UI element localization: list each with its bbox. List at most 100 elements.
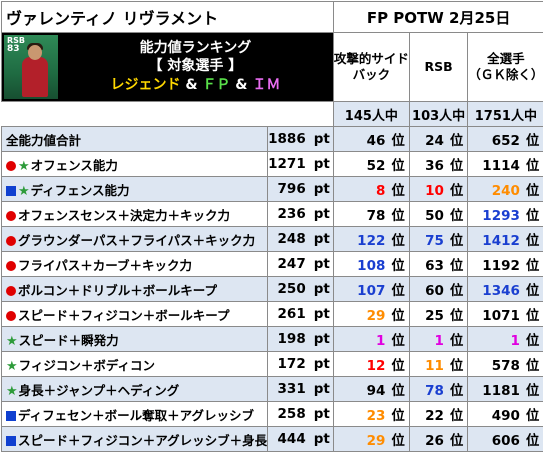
row-label: ★フィジコン＋ボディコン <box>2 352 268 377</box>
player-name: ヴァレンティノ リヴラメント <box>2 2 334 33</box>
ranking-sheet: ヴァレンティノ リヴラメント FP POTW 2月25日 RSB 83 能力値ラ… <box>1 1 542 429</box>
red-dot-icon <box>6 161 16 171</box>
star-icon: ★ <box>18 184 30 199</box>
row-label: オフェンスセンス＋決定力＋キック力 <box>2 202 268 227</box>
red-dot-icon <box>6 261 16 271</box>
star-icon: ★ <box>6 359 18 374</box>
banner-target-list: レジェンド & ＦＰ & ＩＭ <box>58 75 333 95</box>
card-type: FP POTW 2月25日 <box>333 2 543 33</box>
ranking-banner: RSB 83 能力値ランキング 【 対象選手 】 レジェンド & ＦＰ & ＩＭ <box>2 33 334 102</box>
row-label: ★スピード＋瞬発力 <box>2 327 268 352</box>
column-header-attacking-fullback: 攻撃的サイド バック <box>333 33 409 102</box>
red-dot-icon <box>6 311 16 321</box>
player-card-image: RSB 83 <box>4 35 58 99</box>
star-icon: ★ <box>6 334 18 349</box>
banner-target-label: 【 対象選手 】 <box>58 57 333 75</box>
row-label: ディフェセン＋ボール奪取＋アグレッシブ <box>2 402 268 427</box>
blue-square-icon <box>6 436 16 446</box>
row-label: フライパス＋カーブ＋キック力 <box>2 252 268 277</box>
red-dot-icon <box>6 286 16 296</box>
row-label: スピード＋フィジコン＋アグレッシブ＋身長 <box>2 427 268 452</box>
card-overall: 83 <box>7 44 20 54</box>
blue-square-icon <box>6 186 16 196</box>
target-fp: ＦＰ <box>202 77 230 93</box>
target-im: ＩＭ <box>252 77 280 93</box>
player-head <box>28 45 42 60</box>
row-label: ★身長＋ジャンプ＋ヘディング <box>2 377 268 402</box>
row-label: グラウンダーパス＋フライパス＋キック力 <box>2 227 268 252</box>
target-legend: レジェンド <box>110 77 180 93</box>
row-label: 全能力値合計 <box>2 127 268 152</box>
blue-square-icon <box>6 411 16 421</box>
row-label: ★オフェンス能力 <box>2 152 268 177</box>
row-label: スピード＋フィジコン＋ボールキープ <box>2 302 268 327</box>
row-label: ★ディフェンス能力 <box>2 177 268 202</box>
player-jersey <box>22 57 48 97</box>
red-dot-icon <box>6 236 16 246</box>
count-attacking-fullback: 145人中 <box>333 102 409 127</box>
star-icon: ★ <box>6 384 18 399</box>
count-rsb: 103人中 <box>409 102 468 127</box>
count-all-players: 1751人中 <box>468 102 543 127</box>
row-label: ボルコン＋ドリブル＋ボールキープ <box>2 277 268 302</box>
blank-cell <box>2 102 334 127</box>
